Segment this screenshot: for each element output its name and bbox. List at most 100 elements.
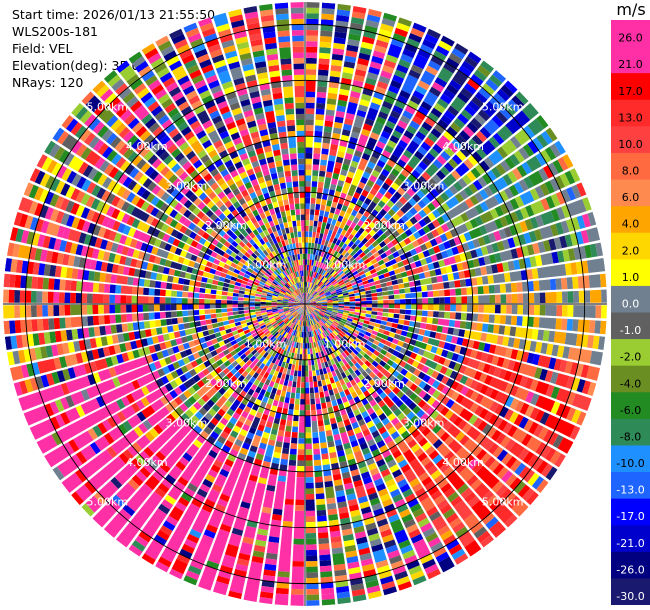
ppi-gate bbox=[192, 383, 201, 392]
ppi-gate bbox=[309, 220, 314, 227]
ppi-gate bbox=[514, 222, 523, 234]
ppi-gate bbox=[361, 370, 369, 378]
ppi-gate bbox=[227, 435, 236, 444]
ppi-gate bbox=[326, 320, 333, 325]
ppi-gate bbox=[310, 289, 315, 295]
ppi-gate bbox=[386, 241, 394, 249]
ppi-gate bbox=[518, 147, 530, 160]
ppi-gate bbox=[81, 293, 88, 304]
ppi-gate bbox=[255, 337, 262, 343]
ppi-gate bbox=[336, 495, 346, 503]
ppi-gate bbox=[138, 278, 145, 287]
ppi-gate bbox=[392, 222, 401, 230]
ppi-gate bbox=[470, 73, 484, 86]
ppi-gate bbox=[264, 378, 271, 386]
ppi-gate bbox=[399, 347, 407, 355]
ppi-gate bbox=[548, 330, 556, 343]
ppi-gate bbox=[500, 294, 507, 304]
ppi-gate bbox=[131, 379, 141, 390]
ppi-gate bbox=[185, 237, 194, 246]
ppi-gate bbox=[186, 334, 194, 342]
ppi-gate bbox=[305, 297, 315, 304]
ppi-gate bbox=[170, 297, 177, 304]
ppi-gate bbox=[385, 54, 399, 64]
ppi-gate bbox=[523, 419, 534, 432]
ppi-gate bbox=[310, 336, 313, 343]
ppi-gate bbox=[305, 510, 316, 517]
ppi-gate bbox=[243, 405, 252, 414]
ppi-gate bbox=[232, 307, 239, 312]
ppi-gate bbox=[222, 367, 230, 375]
ppi-gate bbox=[388, 270, 396, 276]
ppi-gate bbox=[335, 185, 343, 193]
ppi-gate bbox=[584, 290, 591, 303]
ppi-gate bbox=[536, 114, 549, 129]
ppi-gate bbox=[329, 530, 341, 538]
ppi-gate bbox=[238, 290, 245, 295]
ppi-gate bbox=[488, 459, 500, 472]
ppi-gate bbox=[75, 405, 86, 418]
ppi-gate bbox=[190, 346, 198, 354]
ppi-gate bbox=[47, 305, 54, 317]
ppi-gate bbox=[361, 471, 371, 480]
ppi-gate bbox=[315, 298, 322, 302]
ppi-gate bbox=[427, 310, 434, 317]
ppi-gate bbox=[196, 381, 214, 398]
ppi-gate bbox=[486, 170, 497, 182]
ppi-gate bbox=[392, 565, 407, 575]
ppi-gate bbox=[305, 298, 308, 304]
ppi-gate bbox=[305, 175, 312, 182]
ppi-gate bbox=[305, 302, 311, 304]
ppi-gate bbox=[426, 231, 435, 240]
ppi-gate bbox=[363, 248, 370, 255]
ppi-gate bbox=[414, 260, 422, 268]
ppi-gate bbox=[131, 304, 138, 313]
ppi-gate bbox=[141, 189, 151, 200]
ppi-gate bbox=[182, 316, 189, 323]
ppi-gate bbox=[455, 383, 465, 393]
ppi-gate bbox=[272, 309, 278, 313]
ppi-gate bbox=[524, 405, 535, 418]
ppi-gate bbox=[532, 242, 541, 255]
ppi-gate bbox=[503, 325, 511, 336]
ppi-gate bbox=[313, 311, 318, 316]
ppi-gate bbox=[276, 389, 282, 396]
ppi-gate bbox=[441, 395, 450, 406]
ppi-gate bbox=[484, 220, 498, 234]
ppi-gate bbox=[405, 304, 412, 310]
ppi-gate bbox=[232, 311, 239, 316]
ppi-gate bbox=[375, 284, 382, 289]
ppi-gate bbox=[404, 554, 418, 565]
ppi-gate bbox=[400, 223, 409, 232]
ppi-gate bbox=[288, 306, 295, 310]
ppi-gate bbox=[305, 309, 308, 316]
ppi-gate bbox=[135, 240, 143, 250]
ppi-gate bbox=[319, 262, 324, 269]
ppi-gate bbox=[308, 314, 311, 320]
ppi-gate bbox=[178, 277, 185, 285]
ppi-gate bbox=[530, 393, 540, 406]
ppi-gate bbox=[122, 332, 130, 342]
ppi-gate bbox=[483, 186, 494, 197]
ppi-gate bbox=[276, 318, 282, 323]
ppi-gate bbox=[288, 403, 295, 410]
ppi-gate bbox=[297, 308, 302, 313]
ppi-gate bbox=[485, 494, 498, 507]
ppi-gate bbox=[513, 259, 521, 270]
ppi-gate bbox=[263, 569, 276, 577]
ppi-gate bbox=[366, 304, 373, 308]
ppi-ray bbox=[4, 304, 305, 350]
ppi-gate bbox=[290, 294, 296, 299]
ppi-gate bbox=[143, 446, 155, 458]
ppi-gate bbox=[188, 340, 196, 348]
ppi-gate bbox=[327, 371, 333, 379]
ppi-gate bbox=[391, 322, 398, 329]
ppi-gate bbox=[285, 309, 296, 317]
ppi-gate bbox=[106, 179, 117, 192]
ppi-gate bbox=[329, 269, 335, 275]
ppi-gate bbox=[451, 458, 463, 470]
ppi-gate bbox=[237, 346, 249, 357]
ppi-gate bbox=[396, 218, 405, 227]
ppi-gate bbox=[364, 360, 372, 367]
ppi-gate bbox=[162, 333, 170, 342]
